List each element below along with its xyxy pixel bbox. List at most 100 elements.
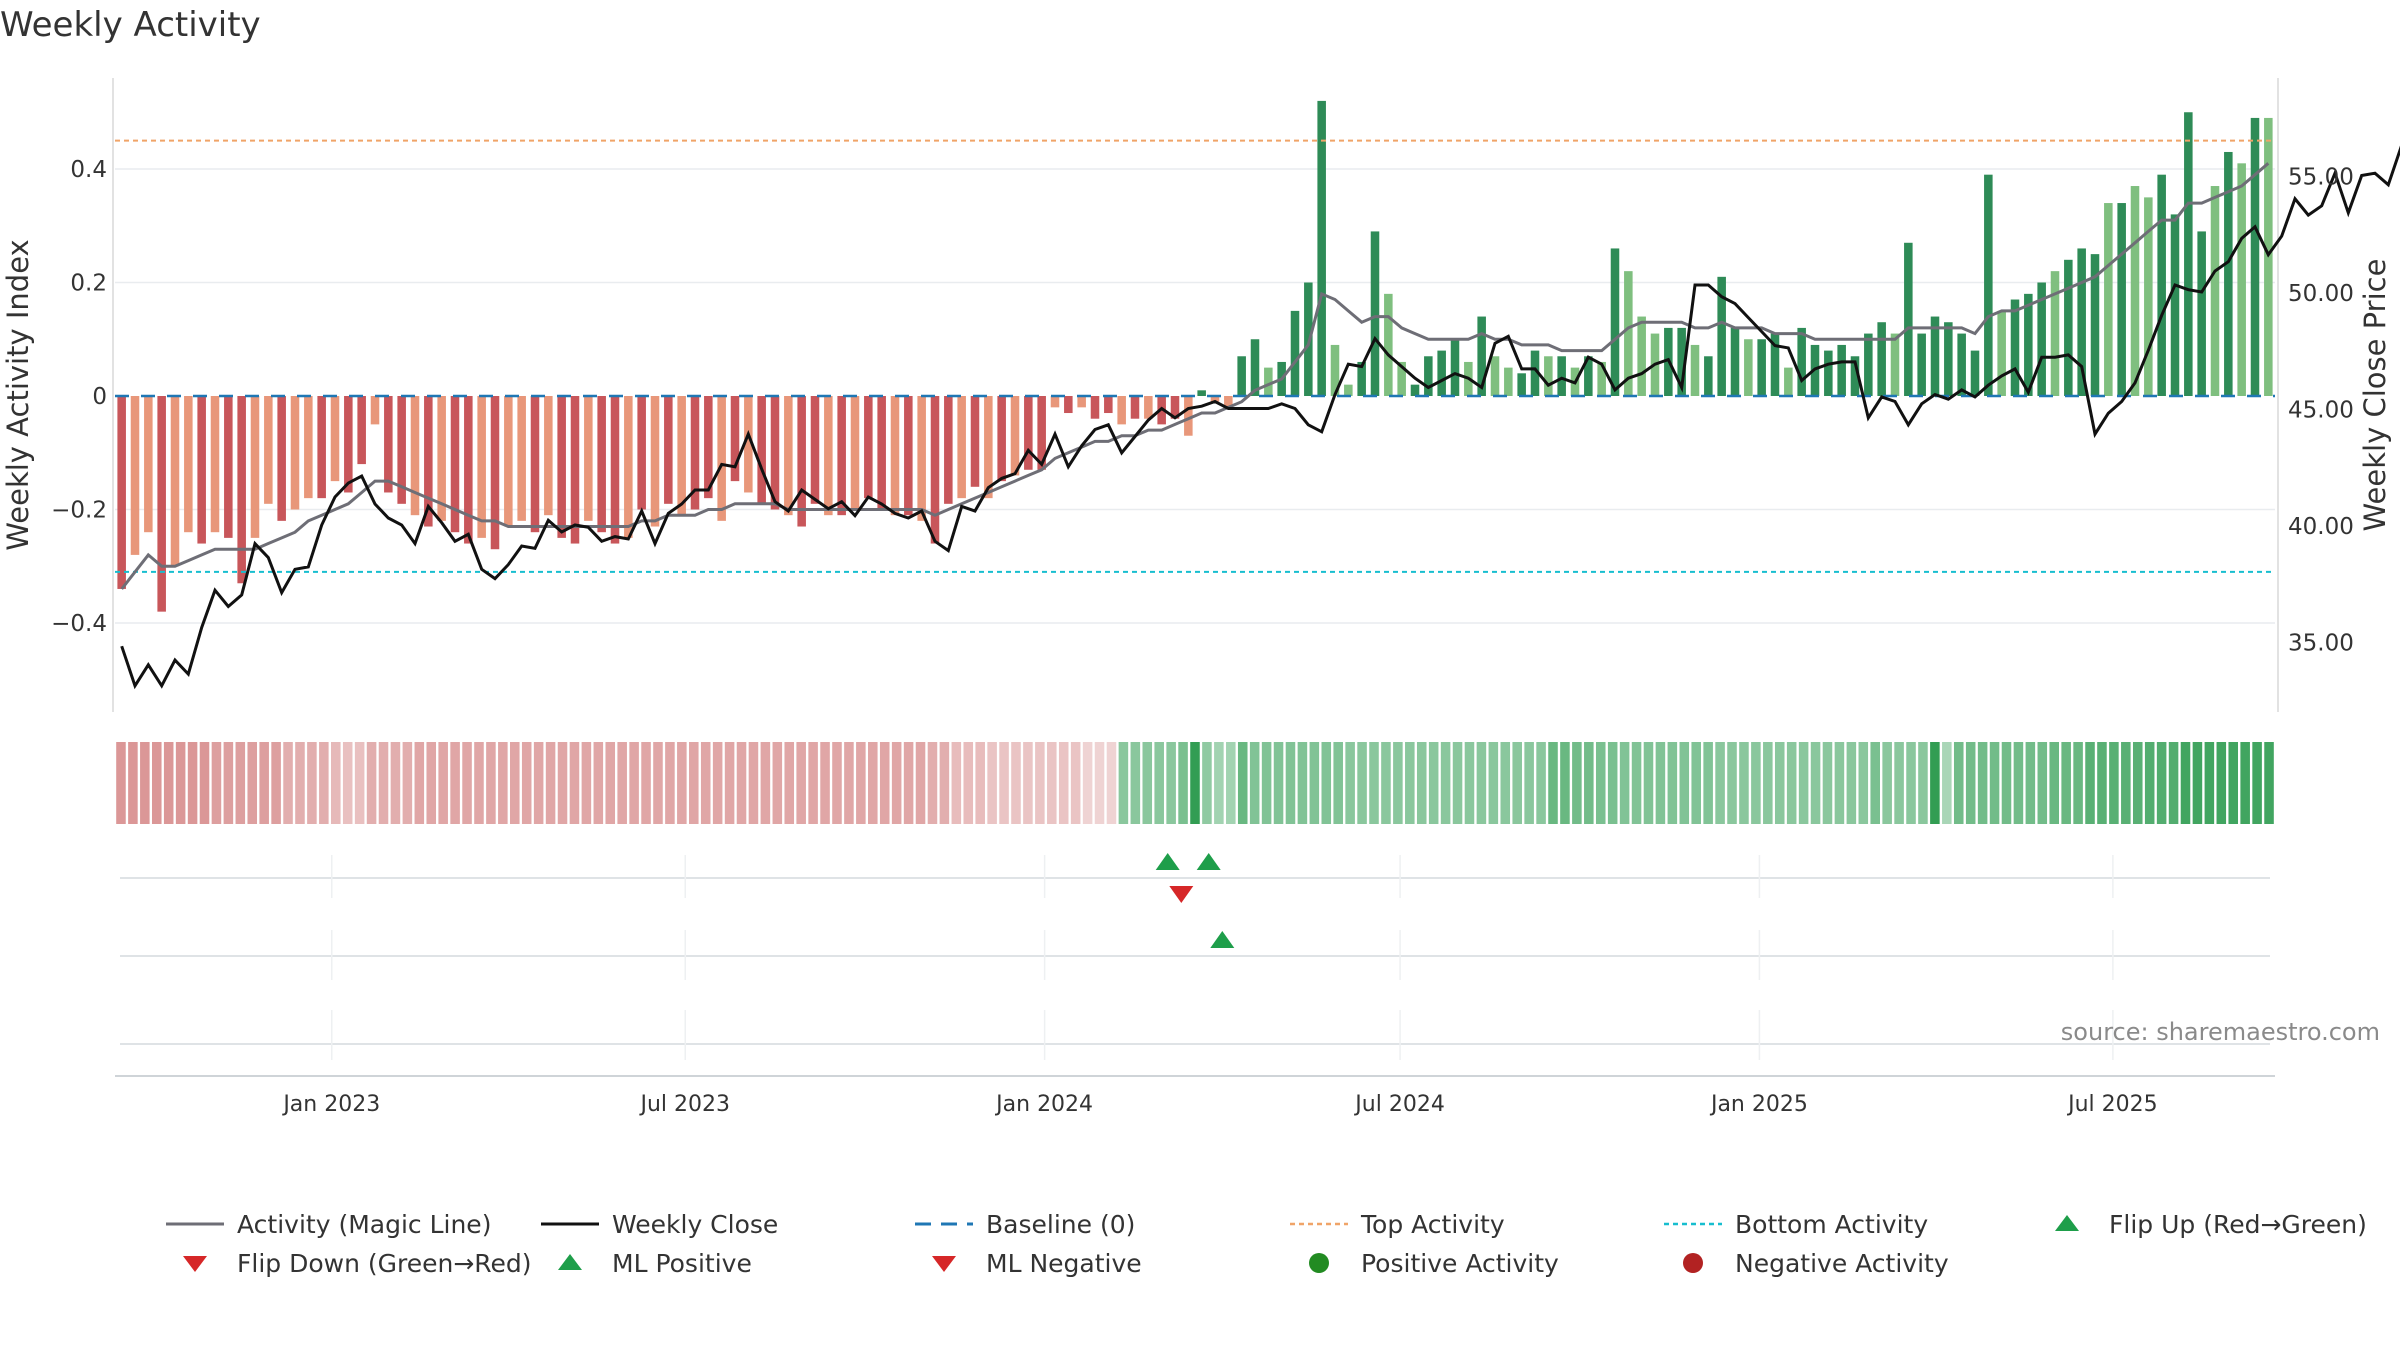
activity-strip-cell [1548,742,1558,824]
y2-tick-label: 35.00 [2288,631,2354,657]
x-tick-label: Jul 2024 [1353,1092,1445,1117]
activity-strip-cell [1774,742,1785,824]
activity-strip-cell [1798,742,1809,824]
legend-label: Weekly Close [612,1210,778,1239]
negative-activity-bar [317,396,326,499]
x-tick-label: Jul 2023 [639,1092,731,1117]
positive-activity-bar [1610,248,1620,396]
activity-strip-cell [689,742,699,824]
activity-strip-cell [856,742,866,824]
activity-strip-cell [1142,742,1153,824]
activity-strip-cell [1166,742,1176,824]
positive-activity-bar [2104,203,2113,396]
y2-tick-label: 50.00 [2288,281,2354,307]
negative-activity-bar [704,396,713,499]
legend-item: Weekly Close [541,1210,778,1239]
activity-strip-cell [1321,742,1332,824]
negative-activity-bar [1077,396,1086,408]
negative-activity-bar [370,396,380,425]
y2-tick-label: 45.00 [2288,398,2354,424]
flip-down-marker [1169,886,1194,903]
activity-strip-cell [1154,742,1164,824]
negative-activity-bar [1090,396,1100,419]
legend-label: Activity (Magic Line) [237,1210,491,1239]
negative-activity-bar [157,396,166,612]
positive-activity-bar [1357,361,1366,396]
activity-strip-cell [736,742,747,824]
activity-strip-cell [474,742,484,824]
positive-activity-bar [1624,271,1633,396]
y2-tick-label: 55.00 [2288,165,2354,191]
activity-strip-cell [1393,742,1403,824]
activity-strip-cell [1560,742,1570,824]
activity-strip-cell [2085,742,2095,824]
activity-strip-cell [1786,742,1797,824]
activity-strip-cell [1703,742,1713,824]
positive-activity-bar [1877,322,1886,396]
activity-strip-cell [545,742,556,824]
weekly-close-series [120,145,2400,690]
positive-activity-bar [1264,367,1273,396]
positive-activity-bar [1504,367,1513,396]
activity-strip-cell [426,742,437,824]
positive-activity-bar [2224,151,2233,396]
activity-strip-cell [1405,742,1415,824]
negative-activity-bar [424,396,433,527]
negative-activity-bar [1170,396,1180,419]
activity-strip-cell [1595,742,1606,824]
activity-strip-cell [1727,742,1737,824]
activity-strip-cell [486,742,496,824]
activity-strip-cell [295,742,305,824]
activity-strip-cell [1906,742,1916,824]
chart-title: Weekly Activity [0,5,261,45]
activity-strip-cell [1834,742,1845,824]
activity-strip-cell [557,742,568,824]
activity-strip-cell [868,742,878,824]
activity-strip-cell [151,742,162,824]
activity-strip-cell [653,742,663,824]
activity-strip-cell [1058,742,1069,824]
activity-strip-cell [1584,742,1594,824]
activity-strip-cell [1536,742,1546,824]
positive-activity-bar [1957,333,1966,396]
positive-activity-bar [2050,271,2060,396]
positive-activity-bar [1917,333,1926,396]
activity-strip-cell [593,742,604,824]
positive-activity-bar [1690,344,1700,396]
positive-activity-bar [2210,186,2220,396]
positive-activity-bar [1584,356,1593,396]
negative-activity-bar [357,396,366,465]
negative-activity-bar [1144,396,1153,419]
legend-item: Flip Down (Green→Red) [183,1249,532,1278]
legend-item: Top Activity [1290,1210,1505,1239]
legend: Activity (Magic Line) Weekly Close Baselin… [166,1210,2367,1278]
negative-activity-bar [330,396,340,482]
positive-activity-bar [1717,276,1726,396]
negative-activity-bar [1064,396,1073,414]
activity-strip-cell [2073,742,2083,824]
positive-activity-bar [1784,367,1793,396]
activity-strip-cell [700,742,711,824]
y-tick-label: −0.4 [51,611,107,637]
positive-activity-bar [2250,117,2260,397]
legend-item: Flip Up (Red→Green) [2055,1210,2367,1239]
activity-strip-cell [1631,742,1642,824]
legend-triangle-up-icon [558,1254,582,1270]
source-note: source: sharemaestro.com [2061,1018,2380,1046]
activity-strip-cell [975,742,985,824]
negative-activity-bar [144,396,153,533]
x-tick-labels: Jan 2023 Jul 2023 Jan 2024 Jul 2024 Jan 2025… [281,1092,2157,1117]
negative-activity-bar [344,396,353,493]
activity-strip-cell [2144,742,2155,824]
y-tick-label: −0.2 [51,498,107,524]
y-tick-label: 0.4 [70,157,107,183]
legend-label: Bottom Activity [1735,1210,1928,1239]
activity-strip-cell [2228,742,2239,824]
negative-activity-bar [730,396,740,482]
activity-strip-cell [939,742,950,824]
activity-strip-cell [1500,742,1511,824]
activity-strip-cell [784,742,795,824]
negative-activity-bar [797,396,806,527]
positive-activity-bar [2130,186,2140,396]
activity-strip-cell [521,742,532,824]
